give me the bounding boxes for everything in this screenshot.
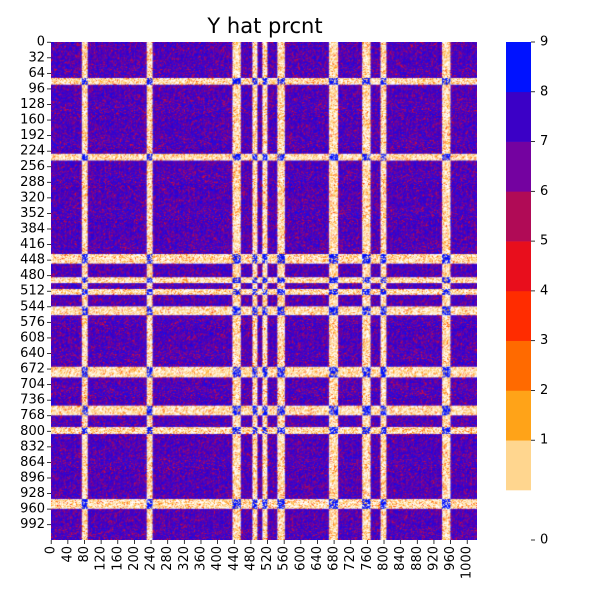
chart-title: Y hat prcnt <box>206 14 322 38</box>
x-tick-label: 920 <box>426 546 441 571</box>
x-tick-label: 40 <box>60 546 75 563</box>
y-tick-label: 320 <box>20 190 45 205</box>
colorbar-tick-label: 9 <box>540 35 548 50</box>
y-tick-label: 224 <box>20 144 45 159</box>
x-tick-label: 720 <box>343 546 358 571</box>
colorbar-segment <box>506 440 531 491</box>
x-tick-label: 680 <box>327 546 342 571</box>
x-tick-label: 360 <box>193 546 208 571</box>
y-tick-label: 832 <box>20 439 45 454</box>
colorbar-segment <box>506 390 531 441</box>
y-tick-label: 0 <box>37 35 45 50</box>
y-tick-label: 416 <box>20 237 45 252</box>
y-tick-label: 160 <box>20 113 45 128</box>
y-tick-label: 288 <box>20 175 45 190</box>
x-tick-label: 1000 <box>460 546 475 579</box>
y-tick-label: 544 <box>20 299 45 314</box>
y-tick-label: 352 <box>20 206 45 221</box>
colorbar-tick-label: 6 <box>540 184 548 199</box>
colorbar-tick-label: 7 <box>540 134 548 149</box>
y-tick-label: 896 <box>20 470 45 485</box>
x-tick-label: 800 <box>377 546 392 571</box>
x-tick-label: 280 <box>160 546 175 571</box>
y-tick-label: 960 <box>20 502 45 517</box>
x-axis-ticks: 0 40 80 120 160 200 240 280 320 360 400 440 480 520 56… <box>44 540 475 579</box>
y-tick-label: 32 <box>28 50 45 65</box>
y-tick-label: 448 <box>20 253 45 268</box>
colorbar-tick-label: 2 <box>540 383 548 398</box>
x-tick-label: 240 <box>144 546 159 571</box>
y-tick-label: 96 <box>28 81 45 96</box>
colorbar-segment <box>506 290 531 341</box>
colorbar-segment <box>506 340 531 391</box>
y-tick-label: 800 <box>20 424 45 439</box>
x-tick-label: 640 <box>310 546 325 571</box>
y-tick-label: 480 <box>20 268 45 283</box>
x-tick-label: 0 <box>44 546 59 554</box>
x-tick-label: 160 <box>110 546 125 571</box>
colorbar-tick-label: 3 <box>540 333 548 348</box>
y-tick-label: 608 <box>20 330 45 345</box>
x-tick-label: 880 <box>410 546 425 571</box>
colorbar: 0 1 2 3 4 5 6 7 8 9 <box>506 35 548 548</box>
heatmap-plot-area <box>51 42 477 540</box>
y-tick-label: 864 <box>20 455 45 470</box>
colorbar-segment <box>506 191 531 242</box>
x-tick-label: 440 <box>227 546 242 571</box>
colorbar-tick-label: 8 <box>540 84 548 99</box>
y-tick-label: 736 <box>20 393 45 408</box>
x-tick-label: 80 <box>77 546 92 563</box>
colorbar-tick-label: 4 <box>540 283 548 298</box>
y-tick-label: 64 <box>28 66 45 81</box>
x-tick-label: 600 <box>293 546 308 571</box>
y-tick-label: 576 <box>20 315 45 330</box>
colorbar-segment <box>506 141 531 192</box>
y-tick-label: 384 <box>20 221 45 236</box>
x-tick-label: 760 <box>360 546 375 571</box>
y-tick-label: 704 <box>20 377 45 392</box>
y-tick-label: 192 <box>20 128 45 143</box>
y-tick-label: 128 <box>20 97 45 112</box>
x-tick-label: 200 <box>127 546 142 571</box>
y-tick-label: 992 <box>20 517 45 532</box>
y-tick-label: 640 <box>20 346 45 361</box>
y-axis-ticks: 0326496128160192224256288320352384416448… <box>20 35 51 532</box>
y-tick-label: 672 <box>20 362 45 377</box>
colorbar-segment <box>506 241 531 292</box>
x-tick-label: 960 <box>443 546 458 571</box>
y-tick-label: 928 <box>20 486 45 501</box>
x-tick-label: 120 <box>94 546 109 571</box>
x-tick-label: 560 <box>277 546 292 571</box>
y-tick-label: 256 <box>20 159 45 174</box>
colorbar-tick-label: 1 <box>540 433 548 448</box>
x-tick-label: 480 <box>243 546 258 571</box>
y-tick-label: 768 <box>20 408 45 423</box>
x-tick-label: 520 <box>260 546 275 571</box>
x-tick-label: 840 <box>393 546 408 571</box>
x-tick-label: 320 <box>177 546 192 571</box>
colorbar-tick-label: 5 <box>540 234 548 249</box>
x-tick-label: 400 <box>210 546 225 571</box>
y-tick-label: 512 <box>20 284 45 299</box>
heatmap-cells <box>51 42 477 540</box>
colorbar-tick-label: 0 <box>540 533 548 548</box>
colorbar-segment <box>506 91 531 142</box>
colorbar-segment <box>506 42 531 93</box>
